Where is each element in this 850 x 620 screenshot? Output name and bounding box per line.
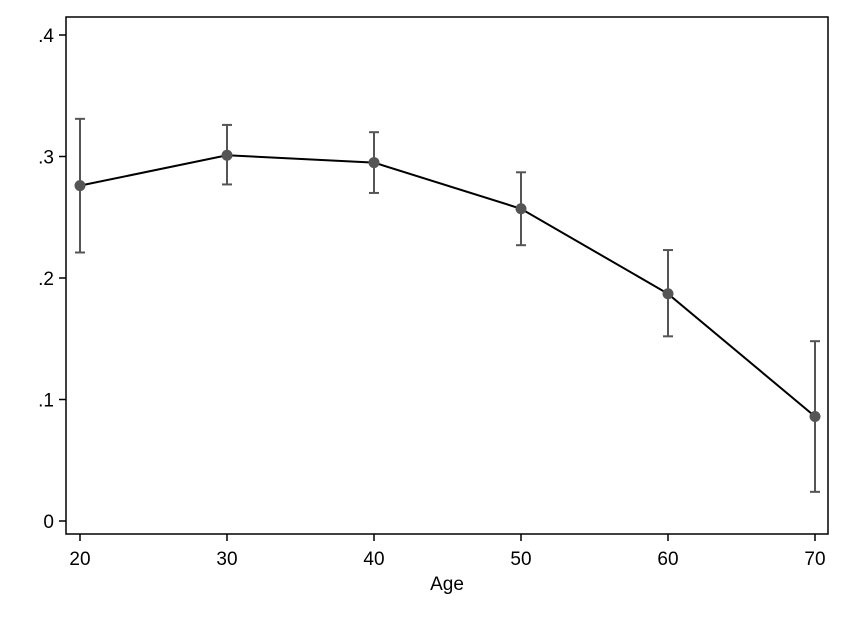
error-bars: [75, 117, 820, 493]
markers: [74, 149, 821, 423]
x-tick-label: 50: [510, 549, 531, 570]
x-tick-label: 70: [804, 549, 825, 570]
data-point: [221, 149, 233, 161]
x-axis: 20 30 40 50 60 70: [69, 534, 826, 570]
plot-area-frame: [65, 16, 829, 535]
x-axis-title: Age: [430, 574, 464, 595]
data-point: [515, 203, 527, 215]
series-line: [79, 154, 816, 418]
series-lines: [79, 154, 816, 418]
data-point: [74, 180, 86, 192]
data-point: [662, 288, 674, 300]
x-tick-label: 30: [216, 549, 237, 570]
y-tick-label: .1: [38, 391, 54, 412]
x-tick-label: 20: [69, 549, 90, 570]
y-tick-label: 0: [43, 512, 54, 533]
y-tick-label: .3: [38, 148, 54, 169]
y-axis: 0 .1 .2 .3 .4: [38, 26, 66, 533]
x-tick-label: 60: [657, 549, 678, 570]
data-point: [368, 157, 380, 169]
y-tick-label: .2: [38, 269, 54, 290]
x-tick-label: 40: [363, 549, 384, 570]
data-point: [809, 411, 821, 423]
y-tick-label: .4: [38, 26, 54, 47]
